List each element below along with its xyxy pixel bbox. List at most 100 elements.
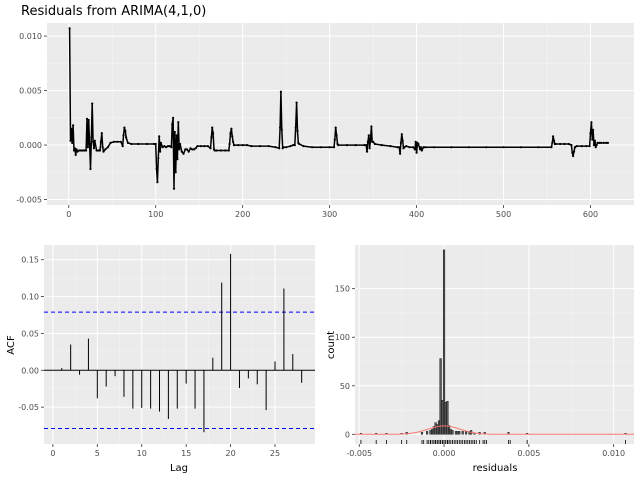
normal-density-curve [355, 425, 634, 435]
residual-point [101, 146, 104, 149]
residual-point [168, 145, 171, 148]
residual-point [99, 140, 102, 143]
residual-point [573, 146, 577, 149]
residual-point [75, 148, 78, 151]
residual-point [563, 142, 566, 146]
residual-point [189, 147, 192, 150]
residual-point [172, 116, 175, 119]
histogram-bar [434, 422, 437, 435]
residual-point [161, 146, 164, 149]
residual-point [88, 142, 91, 146]
residual-point [106, 146, 109, 149]
residual-point [192, 148, 196, 151]
histogram-bar [461, 431, 464, 435]
residual-point [592, 128, 595, 131]
residual-point [595, 144, 598, 147]
residual-point [231, 135, 234, 138]
residual-point [405, 145, 408, 148]
residual-point [398, 146, 401, 149]
residual-point [400, 133, 403, 136]
residual-point [210, 136, 213, 139]
residual-point [178, 148, 181, 151]
residual-point [98, 149, 102, 152]
residual-point [171, 123, 174, 126]
p1-x-tick-label: 600 [583, 210, 598, 219]
residual-point [592, 144, 596, 147]
residual-point [572, 150, 576, 153]
residual-point [605, 141, 608, 144]
residual-point [213, 149, 216, 152]
residual-point [230, 127, 233, 130]
residual-point [76, 150, 79, 153]
residual-point [119, 140, 122, 143]
residual-point [403, 146, 406, 149]
histogram-bar [446, 401, 449, 435]
residual-point [401, 139, 404, 142]
residual-point [293, 144, 296, 147]
residual-point [415, 151, 418, 154]
residual-point [408, 146, 411, 149]
residual-point [422, 146, 425, 149]
residual-point [396, 146, 399, 149]
residual-point [285, 146, 288, 149]
residual-point [335, 134, 338, 137]
residual-point [380, 144, 383, 147]
histogram-panel-background [355, 245, 634, 444]
residual-point [575, 145, 578, 148]
residual-point [179, 142, 182, 146]
residual-point [602, 141, 605, 144]
residual-point [419, 148, 422, 151]
histogram-bar [439, 358, 442, 435]
residual-point [296, 129, 299, 132]
residual-point [97, 149, 100, 152]
p1-x-tick-label: 100 [148, 210, 163, 219]
residual-point [432, 146, 436, 149]
residual-point [337, 144, 340, 147]
histogram-bar [449, 429, 452, 435]
residual-point [72, 124, 75, 127]
p1-y-tick-label: -0.005 [16, 196, 42, 205]
residual-point [92, 147, 96, 150]
p1-y-tick-label: 0.005 [19, 87, 42, 96]
residual-point [298, 142, 301, 146]
residual-point [571, 151, 574, 154]
residual-point [85, 149, 88, 152]
residual-point [85, 117, 89, 120]
residual-point [332, 146, 336, 149]
p2-x-tick-label: 15 [181, 449, 191, 458]
acf-y-axis-label: ACF [6, 335, 17, 355]
residual-point [212, 132, 215, 135]
residual-point [78, 149, 81, 152]
residual-point [180, 150, 183, 153]
residual-point [279, 126, 282, 129]
p2-x-tick-label: 20 [225, 449, 235, 458]
p1-x-tick-label: 0 [66, 210, 71, 219]
residual-point [185, 148, 189, 151]
residual-point [417, 142, 420, 146]
p1-y-tick-label: 0.010 [19, 32, 42, 41]
residual-point [219, 149, 222, 152]
residual-point [302, 145, 305, 148]
residual-point [125, 136, 128, 139]
residual-point [182, 152, 185, 155]
residual-point [87, 118, 90, 122]
residual-point [126, 141, 129, 144]
residual-point [368, 147, 371, 150]
residual-point [267, 145, 270, 148]
residual-point [502, 146, 505, 149]
residual-point [279, 90, 282, 93]
residual-point [567, 142, 570, 146]
histogram-bar [441, 400, 444, 435]
p3-x-tick-label: 0.010 [602, 449, 625, 458]
residual-point [123, 126, 126, 129]
residual-point [191, 148, 194, 151]
histogram-bar [456, 431, 459, 435]
residual-point [552, 135, 555, 138]
residual-point [365, 150, 369, 153]
residual-point [163, 145, 166, 148]
residual-point [172, 187, 176, 190]
residual-point [124, 129, 127, 132]
residual-point [170, 146, 173, 149]
p3-y-tick-label: 150 [335, 285, 350, 294]
residual-point [399, 141, 402, 144]
